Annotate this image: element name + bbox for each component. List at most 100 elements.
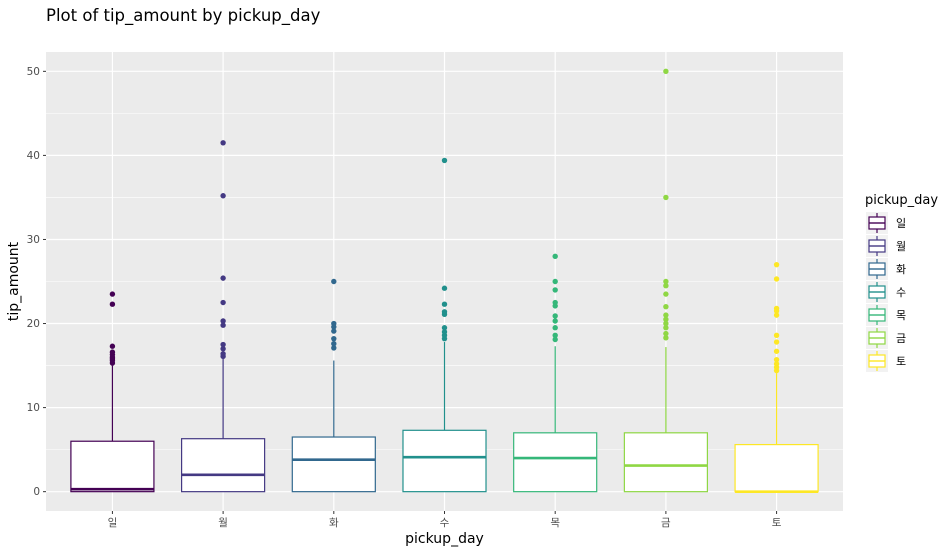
outlier-point bbox=[220, 322, 226, 328]
y-tick-label: 10 bbox=[27, 402, 40, 414]
outlier-point bbox=[441, 301, 448, 307]
legend-item: 월 bbox=[866, 235, 906, 257]
outlier-point bbox=[663, 283, 669, 289]
box-group bbox=[623, 68, 708, 493]
y-axis-title: tip_amount bbox=[6, 241, 22, 321]
legend-label: 월 bbox=[896, 240, 906, 253]
x-tick-label: 월 bbox=[218, 517, 228, 529]
outlier-point bbox=[441, 285, 448, 291]
box bbox=[70, 440, 155, 493]
legend-item: 목 bbox=[866, 304, 906, 326]
outlier-point bbox=[552, 325, 558, 331]
x-tick-label: 화 bbox=[329, 517, 339, 529]
outlier-point bbox=[663, 330, 669, 337]
legend-item: 화 bbox=[866, 258, 906, 280]
outlier-point bbox=[773, 261, 780, 268]
legend-label: 목 bbox=[896, 309, 906, 322]
outlier-point bbox=[220, 351, 226, 357]
outlier-point bbox=[663, 304, 669, 310]
outlier-point bbox=[552, 299, 558, 306]
outlier-point bbox=[220, 346, 226, 352]
outlier-point bbox=[441, 157, 448, 164]
y-tick-label: 50 bbox=[27, 66, 40, 78]
x-tick-label: 토 bbox=[772, 517, 782, 529]
box bbox=[291, 436, 376, 493]
outlier-point bbox=[552, 332, 558, 339]
box-group bbox=[70, 291, 155, 493]
legend-label: 화 bbox=[896, 263, 906, 276]
box bbox=[513, 432, 598, 493]
box bbox=[734, 443, 819, 493]
outlier-point bbox=[220, 275, 226, 281]
x-tick-label: 목 bbox=[550, 517, 560, 529]
outlier-point bbox=[552, 278, 558, 285]
legend-item: 수 bbox=[866, 281, 906, 303]
outlier-point bbox=[220, 318, 226, 324]
outlier-point bbox=[331, 345, 337, 351]
outlier-point bbox=[773, 361, 780, 367]
outlier-point bbox=[552, 253, 558, 259]
outlier-point bbox=[109, 343, 116, 349]
y-tick-label: 40 bbox=[27, 150, 40, 162]
outlier-point bbox=[663, 291, 669, 297]
outlier-point bbox=[663, 325, 669, 331]
outlier-point bbox=[773, 305, 780, 312]
legend-item: 토 bbox=[866, 350, 906, 372]
outlier-point bbox=[331, 278, 337, 285]
outlier-point bbox=[552, 336, 558, 343]
outlier-point bbox=[663, 278, 669, 285]
x-tick-label: 금 bbox=[661, 517, 671, 529]
outlier-point bbox=[773, 348, 780, 354]
outlier-point bbox=[220, 299, 226, 306]
outlier-point bbox=[773, 332, 780, 339]
box-group bbox=[181, 140, 266, 493]
x-tick-label: 수 bbox=[440, 517, 450, 529]
chart-title: Plot of tip_amount by pickup_day bbox=[46, 6, 321, 26]
outlier-point bbox=[773, 356, 780, 363]
outlier-point bbox=[663, 194, 669, 201]
legend-item: 일 bbox=[866, 212, 906, 234]
outlier-point bbox=[663, 335, 669, 341]
outlier-point bbox=[552, 313, 558, 319]
box-group bbox=[734, 261, 819, 493]
outlier-point bbox=[663, 316, 669, 323]
y-tick-label: 30 bbox=[27, 234, 40, 246]
box bbox=[623, 432, 708, 493]
y-tick-label: 0 bbox=[33, 486, 40, 498]
x-tick-label: 일 bbox=[108, 516, 118, 529]
legend-label: 수 bbox=[896, 286, 906, 299]
outlier-point bbox=[773, 276, 780, 282]
box bbox=[181, 438, 266, 493]
legend-label: 토 bbox=[896, 355, 906, 368]
outlier-point bbox=[663, 312, 669, 318]
y-tick-label: 20 bbox=[27, 318, 40, 330]
legend-item: 금 bbox=[866, 327, 906, 349]
outlier-point bbox=[220, 193, 226, 199]
box-group bbox=[291, 278, 376, 493]
legend-title: pickup_day bbox=[865, 193, 938, 208]
outlier-point bbox=[441, 329, 448, 335]
outlier-point bbox=[331, 341, 337, 347]
outlier-point bbox=[220, 140, 226, 146]
outlier-point bbox=[331, 335, 337, 342]
outlier-point bbox=[220, 341, 226, 348]
outlier-point bbox=[441, 309, 448, 315]
outlier-point bbox=[663, 68, 669, 75]
outlier-point bbox=[109, 291, 116, 297]
outlier-point bbox=[552, 287, 558, 293]
box bbox=[402, 429, 487, 493]
outlier-point bbox=[773, 312, 780, 318]
boxes bbox=[70, 68, 819, 493]
outlier-point bbox=[441, 325, 448, 331]
axes: 0 10 20 30 40 50 일 월 화 수 목 금 토 bbox=[27, 66, 782, 529]
x-axis-title: pickup_day bbox=[405, 531, 484, 547]
legend-label: 일 bbox=[896, 216, 906, 230]
outlier-point bbox=[109, 301, 116, 307]
outlier-point bbox=[663, 320, 669, 327]
outlier-point bbox=[331, 320, 337, 327]
outlier-point bbox=[109, 349, 116, 355]
box-group bbox=[402, 157, 487, 493]
